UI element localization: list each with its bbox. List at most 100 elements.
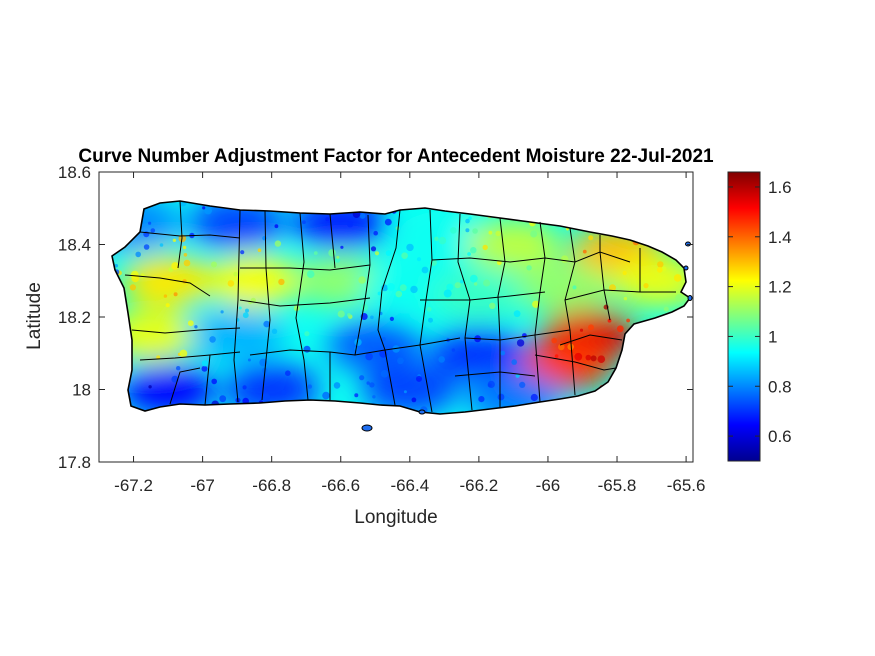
- heatmap-speckle: [242, 385, 247, 390]
- heatmap-speckle: [465, 228, 470, 233]
- heatmap-speckle: [500, 350, 506, 356]
- heatmap-speckle: [450, 227, 457, 234]
- heatmap-speckle: [369, 382, 375, 388]
- heatmap-speckle: [219, 395, 227, 403]
- municipality-boundary: [169, 367, 201, 405]
- heatmap-speckle: [325, 217, 330, 222]
- heatmap-speckle: [347, 221, 354, 228]
- heatmap-speckle: [337, 310, 345, 318]
- heatmap-speckle: [322, 391, 330, 400]
- heatmap-speckle: [374, 251, 380, 256]
- heatmap-speckle: [201, 360, 209, 367]
- heatmap-speckle: [511, 359, 517, 365]
- heatmap-speckle: [227, 280, 235, 287]
- heatmap-speckle: [271, 328, 278, 334]
- colorbar-tick-label: 0.6: [768, 427, 792, 446]
- heatmap-speckle: [399, 284, 407, 292]
- heatmap-speckle: [515, 373, 520, 378]
- islet: [418, 409, 426, 415]
- x-tick-label: -66.8: [252, 476, 291, 495]
- heatmap-speckle: [183, 253, 188, 257]
- y-tick-label: 18.6: [58, 163, 91, 182]
- heatmap-speckle: [233, 271, 238, 277]
- heatmap-speckle: [392, 345, 400, 353]
- heatmap-speckle: [495, 230, 501, 237]
- municipality-boundary: [240, 264, 371, 271]
- heatmap-speckle: [263, 320, 271, 328]
- heatmap-speckle: [173, 292, 178, 297]
- heatmap-speckle: [143, 244, 150, 250]
- heatmap-speckle: [165, 303, 170, 308]
- x-tick-label: -67: [190, 476, 215, 495]
- x-axis-label: Longitude: [354, 507, 437, 528]
- heatmap-speckle: [262, 393, 271, 402]
- heatmap-speckle: [150, 228, 156, 233]
- heatmap-speckle: [519, 381, 526, 388]
- heatmap-speckle: [373, 230, 379, 236]
- x-tick-label: -66.4: [390, 476, 429, 495]
- colorbar-tick-label: 1.4: [768, 228, 792, 247]
- heatmap-zone-19: [120, 363, 217, 414]
- heatmap-speckle: [488, 230, 493, 235]
- heatmap-speckle: [359, 213, 366, 219]
- heatmap-speckle: [278, 278, 285, 286]
- heatmap-speckle: [469, 274, 478, 283]
- heatmap-zone-18: [430, 327, 527, 380]
- heatmap-speckle: [176, 366, 181, 371]
- municipality-boundary: [377, 209, 401, 406]
- municipality-boundary: [431, 257, 546, 263]
- heatmap-speckle: [675, 294, 683, 302]
- heatmap-speckle: [516, 339, 525, 347]
- colorbar-tick-label: 1: [768, 327, 777, 346]
- heatmap-speckle: [354, 338, 362, 346]
- heatmap-speckle: [395, 290, 403, 298]
- heatmap-speckle: [238, 306, 242, 310]
- heatmap-speckle: [201, 365, 208, 372]
- heatmap-speckle: [385, 250, 392, 256]
- heatmap-speckle: [554, 354, 559, 358]
- heatmap-speckle: [211, 378, 217, 385]
- heatmap-speckle: [663, 306, 669, 312]
- heatmap-speckle: [443, 289, 452, 298]
- municipality-boundary: [544, 251, 631, 263]
- municipality-boundary: [599, 235, 611, 321]
- heatmap-speckle: [179, 349, 188, 358]
- heatmap-speckle: [340, 245, 344, 249]
- heatmap-speckle: [558, 343, 565, 351]
- heatmap-speckle: [240, 250, 245, 255]
- heatmap-speckle: [183, 259, 191, 267]
- heatmap-speckle: [335, 257, 341, 263]
- heatmap-zone-16: [189, 309, 286, 362]
- heatmap-speckle: [421, 266, 429, 274]
- heatmap-speckle: [389, 316, 394, 321]
- y-tick-label: 18.2: [58, 308, 91, 327]
- heatmap-speckle: [487, 383, 492, 388]
- heatmap-speckle: [302, 220, 306, 225]
- heatmap-speckle: [582, 249, 587, 254]
- heatmap-speckle: [560, 255, 569, 263]
- heatmap-speckle: [513, 310, 521, 318]
- municipality-boundary: [497, 217, 506, 408]
- islet: [361, 424, 373, 432]
- heatmap-speckle: [220, 310, 224, 314]
- x-tick-label: -66: [536, 476, 561, 495]
- heatmap-speckle: [574, 352, 583, 361]
- x-tick-label: -66.2: [460, 476, 499, 495]
- heatmap-speckle: [274, 224, 279, 229]
- colorbar-tick-label: 0.8: [768, 377, 792, 396]
- heatmap-speckle: [274, 240, 282, 247]
- heatmap-speckle: [446, 283, 454, 291]
- heatmap-speckle: [673, 274, 682, 282]
- heatmap-speckle: [483, 279, 491, 287]
- heatmap-zone-7: [120, 254, 217, 307]
- heatmap-zone-4: [465, 218, 562, 271]
- heatmap-speckle: [293, 305, 300, 312]
- municipality-boundary: [139, 231, 241, 239]
- heatmap-speckle: [135, 251, 141, 258]
- heatmap-speckle: [428, 317, 433, 323]
- heatmap-speckle: [130, 270, 139, 279]
- heatmap-speckle: [468, 216, 472, 221]
- heatmap-speckle: [179, 201, 187, 207]
- heatmap-speckle: [163, 294, 168, 298]
- heatmap-speckle: [257, 248, 262, 252]
